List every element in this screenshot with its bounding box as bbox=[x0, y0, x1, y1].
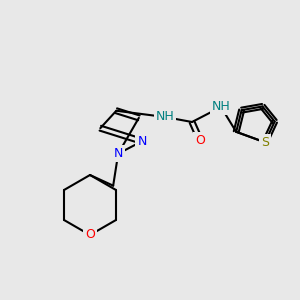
Text: NH: NH bbox=[212, 100, 230, 113]
Text: N: N bbox=[113, 147, 123, 160]
Text: O: O bbox=[85, 229, 95, 242]
Text: S: S bbox=[261, 136, 269, 149]
Text: N: N bbox=[137, 135, 147, 148]
Text: O: O bbox=[195, 134, 205, 146]
Text: NH: NH bbox=[156, 110, 174, 124]
